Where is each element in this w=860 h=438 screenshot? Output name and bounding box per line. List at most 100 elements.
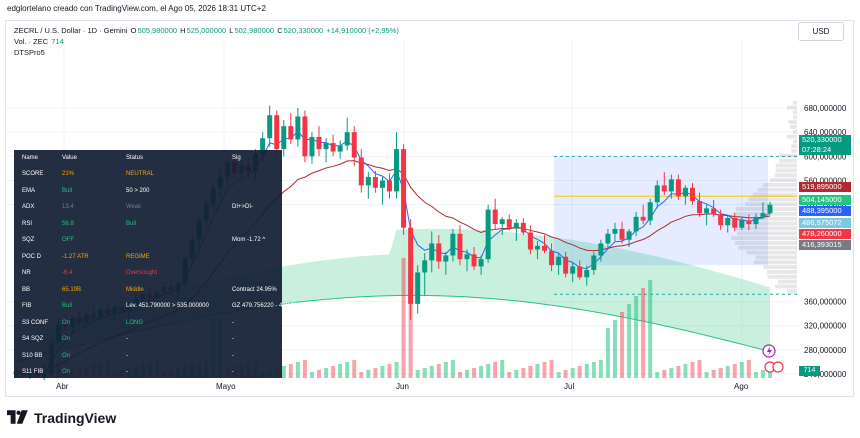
profile-bar bbox=[768, 275, 797, 279]
dts-cell-status: 50 > 200 bbox=[126, 188, 150, 194]
price-tag: 486,575072 bbox=[799, 218, 851, 228]
candle-body bbox=[655, 185, 660, 202]
indicator-label[interactable]: DTSPro5 bbox=[14, 47, 400, 58]
candle-body bbox=[267, 115, 272, 138]
dts-cell-sig: Mom -1.72 ^ bbox=[232, 237, 265, 243]
symbol-title[interactable]: ZECRL / U.S. Dollar · 1D · Gemini bbox=[14, 26, 128, 35]
volume-bar bbox=[521, 368, 525, 378]
volume-bar bbox=[578, 366, 582, 378]
volume-bar bbox=[676, 366, 680, 378]
volume-bar bbox=[324, 368, 328, 378]
profile-bar bbox=[755, 256, 797, 260]
profile-bar bbox=[754, 260, 797, 264]
candle-body bbox=[732, 218, 737, 228]
dts-cell-sig: GZ 479.756220 - 488.395000 bbox=[232, 303, 311, 309]
candle-body bbox=[436, 243, 441, 261]
candle-body bbox=[408, 228, 413, 304]
volume-bar bbox=[500, 360, 504, 378]
candle-body bbox=[352, 132, 357, 157]
dts-header-cell: Name bbox=[22, 155, 38, 161]
dts-row: BB 65.19B Middle Contract 24.95% bbox=[14, 284, 282, 298]
candle-body bbox=[394, 149, 399, 191]
volume-bar bbox=[648, 280, 652, 378]
profile-bar bbox=[780, 154, 797, 158]
price-tag: 520,330000 bbox=[799, 135, 851, 145]
low-value: 502,980000 bbox=[234, 26, 274, 35]
volume-bar bbox=[430, 366, 434, 378]
low-label: L bbox=[229, 26, 233, 35]
price-tag: 416,393015 bbox=[799, 240, 851, 250]
dts-cell-name: S10 BB bbox=[22, 353, 42, 359]
close-value: 520,330000 bbox=[284, 26, 324, 35]
dts-row: S11 FIB On - - bbox=[14, 366, 282, 380]
volume-bar bbox=[641, 288, 645, 378]
volume-value: 714 bbox=[51, 37, 64, 46]
dts-cell-name: S3 CONF bbox=[22, 320, 48, 326]
candle-body bbox=[627, 231, 632, 239]
volume-bar bbox=[719, 368, 723, 378]
volume-bar bbox=[507, 372, 511, 378]
candle-body bbox=[641, 217, 646, 221]
volume-bar bbox=[458, 372, 462, 378]
candle-body bbox=[718, 214, 723, 225]
dts-cell-value: 56.8 bbox=[62, 221, 74, 227]
candle-body bbox=[317, 137, 322, 149]
candle-body bbox=[514, 223, 519, 228]
event-icons[interactable] bbox=[762, 343, 794, 375]
candle-body bbox=[331, 143, 336, 151]
volume-bar bbox=[296, 362, 300, 378]
candle-body bbox=[443, 256, 448, 262]
volume-bar bbox=[310, 372, 314, 378]
candle-body bbox=[450, 234, 455, 256]
candle-body bbox=[676, 179, 681, 196]
profile-bar bbox=[793, 139, 797, 143]
ohlc-line: ZECRL / U.S. Dollar · 1D · Gemini O505,9… bbox=[14, 25, 400, 36]
candle-body bbox=[662, 185, 667, 191]
candle-body bbox=[479, 259, 484, 266]
volume-bar bbox=[592, 362, 596, 378]
volume-bar bbox=[380, 366, 384, 378]
dts-row: EMA Bull 50 > 200 bbox=[14, 185, 282, 199]
profile-bar bbox=[731, 236, 797, 240]
candle-body bbox=[345, 132, 350, 145]
profile-bar bbox=[775, 285, 797, 289]
candle-body bbox=[309, 137, 314, 156]
candle-body bbox=[281, 126, 286, 149]
candle-body bbox=[648, 202, 653, 220]
dts-cell-status: Lev. 451.790000 > 535.000000 bbox=[126, 303, 209, 309]
dts-cell-sig: DI+>DI- bbox=[232, 204, 253, 210]
candle-body bbox=[324, 143, 329, 149]
volume-bar bbox=[359, 372, 363, 378]
dts-cell-sig: - bbox=[232, 353, 234, 359]
profile-bar bbox=[753, 193, 797, 197]
flag-us-icon-2[interactable] bbox=[773, 362, 783, 372]
price-tick-label: 680,000000 bbox=[804, 104, 847, 113]
volume-bar bbox=[606, 328, 610, 378]
volume-label[interactable]: Vol. · ZEC bbox=[14, 37, 48, 46]
profile-bar bbox=[770, 178, 797, 182]
time-tick-label: Jul bbox=[564, 382, 574, 391]
candle-body bbox=[549, 251, 554, 266]
profile-bar bbox=[736, 207, 797, 211]
dts-cell-name: SQZ bbox=[22, 237, 34, 243]
candle-body bbox=[493, 210, 498, 225]
candle-body bbox=[563, 257, 568, 274]
candle-body bbox=[634, 217, 639, 232]
volume-bar bbox=[317, 370, 321, 378]
price-tag: 478,260000 bbox=[799, 229, 851, 239]
volume-bar bbox=[571, 368, 575, 378]
candle-body bbox=[556, 257, 561, 265]
dts-cell-name: SCORE bbox=[22, 171, 43, 177]
candle-body bbox=[415, 272, 420, 303]
tradingview-logo[interactable]: TradingView bbox=[34, 410, 116, 426]
volume-bar bbox=[331, 366, 335, 378]
chart-legend: ZECRL / U.S. Dollar · 1D · Gemini O505,9… bbox=[14, 25, 400, 58]
dts-cell-name: BB bbox=[22, 287, 30, 293]
candle-body bbox=[387, 181, 392, 192]
currency-button[interactable]: USD bbox=[798, 22, 844, 41]
volume-bar bbox=[479, 366, 483, 378]
volume-bar bbox=[733, 364, 737, 378]
candle-body bbox=[577, 266, 582, 277]
volume-bar bbox=[373, 368, 377, 378]
profile-bar bbox=[767, 270, 797, 274]
